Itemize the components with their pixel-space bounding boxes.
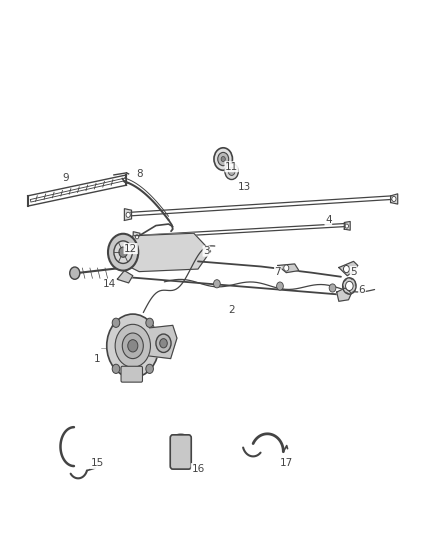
Text: 7: 7	[275, 266, 281, 277]
Text: 11: 11	[225, 161, 238, 172]
Polygon shape	[339, 261, 358, 276]
Text: 17: 17	[279, 458, 293, 469]
Polygon shape	[337, 288, 351, 301]
Polygon shape	[391, 194, 398, 204]
Circle shape	[128, 340, 138, 352]
Circle shape	[346, 281, 353, 290]
Circle shape	[329, 284, 336, 292]
Text: 3: 3	[203, 246, 210, 256]
Polygon shape	[278, 264, 299, 273]
Text: 2: 2	[228, 305, 235, 315]
Polygon shape	[133, 232, 140, 242]
Circle shape	[112, 318, 120, 327]
Circle shape	[228, 167, 235, 175]
Polygon shape	[119, 233, 211, 272]
Text: 4: 4	[325, 215, 332, 225]
Circle shape	[108, 234, 138, 271]
Circle shape	[160, 338, 167, 348]
Polygon shape	[117, 271, 133, 283]
Polygon shape	[150, 325, 177, 359]
Polygon shape	[124, 209, 131, 221]
Circle shape	[156, 334, 171, 352]
Circle shape	[225, 163, 238, 180]
Circle shape	[70, 267, 80, 279]
Text: 1: 1	[94, 353, 100, 364]
Circle shape	[218, 152, 229, 166]
Circle shape	[119, 247, 127, 257]
Text: 13: 13	[237, 182, 251, 192]
Text: 15: 15	[90, 458, 104, 469]
Circle shape	[392, 196, 396, 201]
Circle shape	[114, 241, 132, 263]
Text: 5: 5	[350, 266, 357, 277]
Text: 16: 16	[191, 464, 205, 474]
Circle shape	[146, 318, 153, 327]
Circle shape	[115, 324, 151, 367]
Text: 14: 14	[103, 279, 117, 289]
Circle shape	[277, 282, 283, 290]
Text: 6: 6	[359, 285, 365, 295]
Circle shape	[122, 333, 143, 359]
Circle shape	[343, 278, 356, 294]
Text: 12: 12	[124, 244, 138, 254]
Circle shape	[284, 265, 289, 271]
FancyBboxPatch shape	[121, 366, 142, 382]
Circle shape	[343, 265, 350, 273]
Circle shape	[214, 280, 220, 288]
Circle shape	[214, 148, 233, 171]
Circle shape	[135, 235, 139, 239]
Circle shape	[345, 224, 349, 228]
FancyBboxPatch shape	[170, 435, 191, 469]
Circle shape	[126, 212, 130, 217]
Circle shape	[221, 157, 225, 161]
Text: 8: 8	[136, 169, 142, 180]
Text: 9: 9	[62, 173, 69, 183]
Circle shape	[112, 364, 120, 374]
Polygon shape	[344, 222, 350, 230]
Circle shape	[146, 364, 153, 374]
Circle shape	[107, 314, 159, 377]
